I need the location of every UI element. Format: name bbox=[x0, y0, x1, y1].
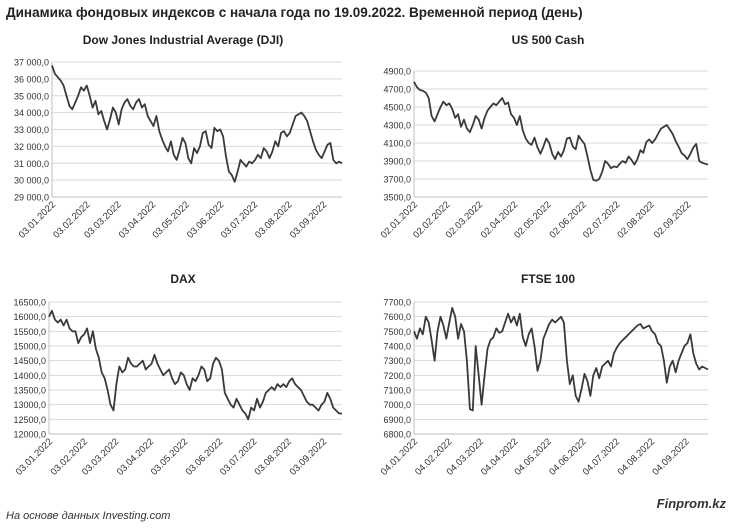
y-tick-label: 14000,0 bbox=[13, 371, 46, 381]
page-title: Динамика фондовых индексов с начала года… bbox=[6, 5, 583, 20]
chart-title: Dow Jones Industrial Average (DJI) bbox=[83, 33, 284, 47]
y-tick-label: 16500,0 bbox=[13, 298, 46, 308]
y-tick-label: 32 000,0 bbox=[14, 142, 49, 152]
x-tick-label: 03.09.2022 bbox=[288, 199, 329, 240]
y-tick-label: 4900,0 bbox=[383, 67, 411, 77]
chart-panel-1: Dow Jones Industrial Average (DJI) 29 000… bbox=[14, 33, 343, 241]
y-tick-label: 4100,0 bbox=[383, 139, 411, 149]
y-tick-label: 7700,0 bbox=[383, 298, 411, 308]
y-tick-label: 29 000,0 bbox=[14, 193, 49, 203]
y-tick-label: 30 000,0 bbox=[14, 176, 49, 186]
y-tick-label: 12000,0 bbox=[13, 430, 46, 440]
y-tick-label: 6900,0 bbox=[383, 415, 411, 425]
chart-title: FTSE 100 bbox=[521, 272, 575, 286]
y-tick-label: 7200,0 bbox=[383, 371, 411, 381]
y-tick-label: 16000,0 bbox=[13, 312, 46, 322]
y-tick-label: 13000,0 bbox=[13, 400, 46, 410]
y-tick-label: 12500,0 bbox=[13, 415, 46, 425]
series-line bbox=[51, 65, 343, 183]
y-tick-label: 31 000,0 bbox=[14, 159, 49, 169]
y-tick-label: 15000,0 bbox=[13, 342, 46, 352]
brand-logo: Finprom.kz bbox=[657, 496, 727, 511]
chart-title: US 500 Cash bbox=[512, 33, 585, 47]
source-note: На основе данных Investing.com bbox=[6, 510, 170, 522]
y-tick-label: 6800,0 bbox=[383, 430, 411, 440]
y-tick-label: 3500,0 bbox=[383, 193, 411, 203]
y-tick-label: 3900,0 bbox=[383, 157, 411, 167]
y-tick-label: 7300,0 bbox=[383, 356, 411, 366]
y-tick-label: 34 000,0 bbox=[14, 108, 49, 118]
chart-panel-4: FTSE 100 6800,0 6900,0 7000,0 7100,0 7200,0 73… bbox=[379, 272, 709, 478]
y-tick-label: 4500,0 bbox=[383, 103, 411, 113]
series-line bbox=[413, 81, 709, 182]
series-line bbox=[413, 307, 709, 412]
y-tick-label: 13500,0 bbox=[13, 386, 46, 396]
series-line bbox=[48, 309, 342, 421]
y-tick-label: 4700,0 bbox=[383, 85, 411, 95]
y-tick-label: 4300,0 bbox=[383, 121, 411, 131]
chart-panel-3: DAX 12000,0 12500,0 13000,0 13500,0 14000,0 14… bbox=[13, 272, 342, 478]
chart-title: DAX bbox=[170, 272, 195, 286]
y-tick-label: 37 000,0 bbox=[14, 58, 49, 68]
y-tick-label: 7400,0 bbox=[383, 342, 411, 352]
y-tick-label: 33 000,0 bbox=[14, 125, 49, 135]
x-tick-label: 02.09.2022 bbox=[652, 199, 693, 240]
x-tick-label: 03.09.2022 bbox=[288, 436, 329, 477]
x-tick-label: 02.08.2022 bbox=[615, 199, 656, 240]
chart-panel-2: US 500 Cash 3500,0 3700,0 3900,0 4100,0 4300,… bbox=[379, 33, 709, 241]
y-tick-label: 15500,0 bbox=[13, 327, 46, 337]
y-tick-label: 7000,0 bbox=[383, 400, 411, 410]
x-tick-label: 04.09.2022 bbox=[650, 436, 691, 477]
y-tick-label: 7600,0 bbox=[383, 312, 411, 322]
x-tick-label: 03.08.2022 bbox=[253, 436, 294, 477]
y-tick-label: 7100,0 bbox=[383, 386, 411, 396]
y-tick-label: 7500,0 bbox=[383, 327, 411, 337]
y-tick-label: 36 000,0 bbox=[14, 74, 49, 84]
y-tick-label: 35 000,0 bbox=[14, 91, 49, 101]
y-tick-label: 3700,0 bbox=[383, 175, 411, 185]
y-tick-label: 14500,0 bbox=[13, 356, 46, 366]
